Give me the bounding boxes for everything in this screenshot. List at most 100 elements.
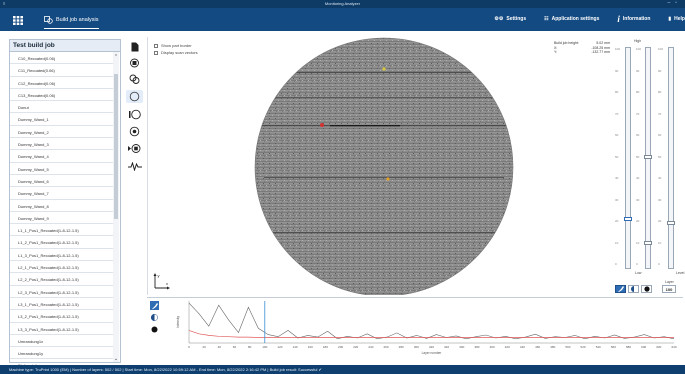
scrollbar-thumb[interactable] [114, 74, 118, 219]
part-list-item[interactable]: C12_Recoated(0.06) [10, 77, 114, 89]
x-row: X: -108.25 mm [554, 46, 610, 51]
signal-tool[interactable] [126, 160, 143, 173]
tab-underline [44, 28, 99, 29]
x-tick-label: 0 [188, 345, 190, 349]
split-view-tool[interactable] [126, 108, 143, 121]
slider-tick-label: 20 [636, 219, 640, 223]
checkbox-box[interactable] [154, 43, 158, 48]
part-list-item[interactable]: L2_1_Pos1_Recoated(1-8-12-1.5) [10, 261, 114, 274]
part-list-item[interactable]: Dummy_Wand_3 [10, 138, 114, 151]
part-list-item[interactable]: Dummy_Wand_2 [10, 126, 114, 139]
part-list-scrollbar[interactable]: ⌃ ⌄ [113, 52, 119, 362]
x-tick-label: 500 [565, 345, 570, 349]
x-tick-label: 160 [308, 345, 313, 349]
part-list-item[interactable]: Umrandung1y [10, 347, 114, 360]
part-list-item[interactable]: C13_Recoated(0.06) [10, 89, 114, 102]
defect-marker-orange[interactable] [386, 177, 390, 181]
part-list-panel: Test build job C10_Recoated(0.06) C11_Rec… [9, 39, 121, 372]
build-job-height-value: 5.02 mm [596, 41, 610, 45]
build-plate-image[interactable] [244, 37, 524, 295]
x-tick-label: 240 [368, 345, 373, 349]
half-moon-icon [630, 286, 634, 292]
part-list-item[interactable]: Umrandung1x [10, 335, 114, 348]
part-list-item[interactable]: L1_2_Pos1_Recoated(1-8-12-1.5) [10, 236, 114, 249]
layer-image-viewer[interactable]: Show part border Display scan vectors [147, 37, 684, 295]
part-list-item[interactable]: Dummy_Wand_9 [10, 212, 114, 225]
colormap-button-2[interactable] [628, 285, 639, 293]
tab-build-job-analysis[interactable]: Build job analysis [38, 11, 105, 29]
minimize-icon[interactable]: – [667, 0, 676, 6]
layer-knob[interactable] [667, 221, 675, 225]
target-tool[interactable] [126, 125, 143, 138]
axis-y-label: y [158, 273, 160, 278]
x-tick-label: 120 [277, 345, 282, 349]
part-list-item[interactable]: L1_1_Pos1_Recoated(1-8-12-1.5) [10, 224, 114, 237]
part-list-item[interactable]: Dummy_Wand_8 [10, 200, 114, 212]
status-text: Machine type: TruPrint 1000 (EM) | Numbe… [9, 367, 318, 372]
part-list-item[interactable]: L1_3_Pos1_Recoated(1-8-12-1.5) [10, 249, 114, 262]
main-toolbar: Build job analysis ⚙⚙ Settings ☷ Applica… [0, 8, 685, 31]
build-job-height-label: Build job height: [554, 41, 579, 45]
settings-label: Settings [506, 16, 527, 22]
slider-tick-label: 40 [658, 176, 662, 180]
help-button[interactable]: ▮ Help [668, 14, 685, 24]
colormap-button-3[interactable] [641, 285, 652, 293]
part-list-item[interactable]: L2_2_Pos1_Recoated(1-8-12-1.5) [10, 273, 114, 286]
part-list-item[interactable]: L3_3_Pos1_Recoated(1-8-12-1.5) [10, 323, 114, 335]
slider-tick-label: 50 [615, 154, 619, 159]
slider-tick-label: 80 [658, 90, 662, 94]
part-list-item[interactable]: Dummy_Wand_1 [10, 113, 114, 126]
level-knob-high-2[interactable] [644, 241, 652, 245]
part-list-item[interactable]: C10_Recoated(0.06) [10, 52, 114, 65]
slider-tick-label: 100 [636, 47, 642, 51]
build-job-title: Test build job [10, 40, 120, 52]
part-list-item[interactable]: C11_Recoated(0.06) [10, 64, 114, 77]
checkbox-box[interactable] [154, 50, 158, 55]
show-part-border-label: Show part border [161, 43, 192, 48]
information-button[interactable]: i Information [617, 14, 650, 24]
apps-grid-button[interactable] [6, 11, 30, 29]
part-list-item[interactable]: Donut [10, 101, 114, 114]
part-list-item[interactable]: Dummy_Wand_5 [10, 163, 114, 175]
success-check-icon: ✔ [318, 367, 322, 372]
application-settings-button[interactable]: ☷ Application settings [544, 14, 599, 24]
x-tick-label: 20 [202, 345, 206, 349]
x-tick-label: 640 [671, 345, 676, 349]
x-tick-label: 300 [414, 345, 419, 349]
scroll-down-icon[interactable]: ⌄ [113, 356, 119, 362]
layer-chart-panel: 0 20 40 60 80 100 120 140 160 180 200 220 240 260 280 3… [147, 297, 683, 359]
part-list-item[interactable]: Dummy_Wand_7 [10, 187, 114, 200]
restore-icon[interactable]: ▫ [675, 0, 682, 6]
show-part-border-checkbox[interactable]: Show part border [154, 42, 198, 49]
scroll-up-icon[interactable]: ⌃ [113, 54, 119, 60]
part-list-item[interactable]: Dummy_Wand_6 [10, 175, 114, 188]
circle-view-tool[interactable] [126, 90, 143, 103]
layer-track[interactable] [668, 47, 674, 269]
layer-intensity-chart[interactable]: 0 20 40 60 80 100 120 140 160 180 200 220 240 260 280 3… [169, 298, 679, 358]
x-tick-label: 460 [535, 345, 540, 349]
slider-tick-label: 40 [636, 176, 640, 180]
document-tool[interactable] [126, 40, 143, 53]
part-list-item[interactable]: Dummy_Wand_4 [10, 150, 114, 163]
settings-button[interactable]: ⚙⚙ Settings [494, 14, 526, 24]
chart-half-button[interactable] [150, 313, 159, 322]
view-layer-tool[interactable] [126, 56, 143, 69]
colormap-button-1[interactable] [615, 285, 626, 293]
part-list-item[interactable]: L3_1_Pos1_Recoated(1-8-12-1.5) [10, 298, 114, 311]
level-knob-high-1[interactable] [644, 155, 652, 159]
x-tick-label: 600 [641, 345, 646, 349]
display-scan-vectors-checkbox[interactable]: Display scan vectors [154, 49, 198, 56]
defect-marker-red[interactable] [320, 123, 324, 127]
compare-tool[interactable] [126, 72, 143, 85]
app-settings-label: Application settings [551, 16, 600, 22]
part-list-item[interactable]: L3_2_Pos1_Recoated(1-8-12-1.5) [10, 310, 114, 323]
layer-step-tool[interactable] [126, 142, 143, 155]
defect-marker-yellow[interactable] [382, 67, 386, 71]
level-knob-low[interactable] [624, 217, 632, 221]
part-list-item[interactable]: L2_3_Pos1_Recoated(1-8-12-1.5) [10, 286, 114, 298]
layer-value-field[interactable]: 100 [662, 285, 676, 293]
level-track-low[interactable] [625, 47, 631, 269]
chart-color-button[interactable] [150, 301, 159, 310]
y-label: Y: [554, 50, 558, 54]
chart-dot-button[interactable] [150, 325, 159, 334]
